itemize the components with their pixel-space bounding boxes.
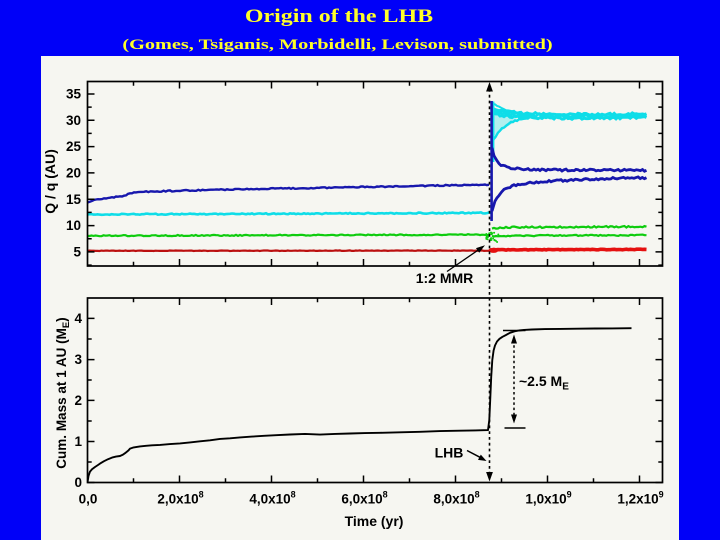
svg-text:4,0x108: 4,0x108 <box>249 490 295 507</box>
svg-text:2: 2 <box>74 393 82 408</box>
svg-text:Time (yr): Time (yr) <box>345 513 404 529</box>
svg-text:1,0x109: 1,0x109 <box>525 490 571 507</box>
svg-text:Cum. Mass at 1 AU (ME): Cum. Mass at 1 AU (ME) <box>54 317 72 468</box>
svg-text:4: 4 <box>74 311 82 326</box>
svg-text:~2.5 ME: ~2.5 ME <box>519 373 569 393</box>
svg-text:8,0x108: 8,0x108 <box>433 490 479 507</box>
svg-text:3: 3 <box>74 352 82 367</box>
svg-text:6,0x108: 6,0x108 <box>341 490 387 507</box>
svg-text:35: 35 <box>66 87 82 102</box>
svg-text:1: 1 <box>74 434 82 449</box>
svg-text:5: 5 <box>73 245 81 260</box>
svg-text:15: 15 <box>66 192 82 207</box>
svg-text:Q / q (AU): Q / q (AU) <box>42 149 58 214</box>
svg-text:LHB: LHB <box>435 445 464 461</box>
svg-text:20: 20 <box>66 166 81 181</box>
svg-text:1,2x109: 1,2x109 <box>617 490 663 507</box>
svg-text:25: 25 <box>66 139 82 154</box>
svg-text:10: 10 <box>66 218 81 233</box>
svg-text:2,0x108: 2,0x108 <box>157 490 203 507</box>
svg-text:1:2 MMR: 1:2 MMR <box>416 270 474 286</box>
svg-text:0,0: 0,0 <box>79 492 98 507</box>
svg-text:0: 0 <box>74 475 82 490</box>
svg-text:30: 30 <box>66 113 81 128</box>
